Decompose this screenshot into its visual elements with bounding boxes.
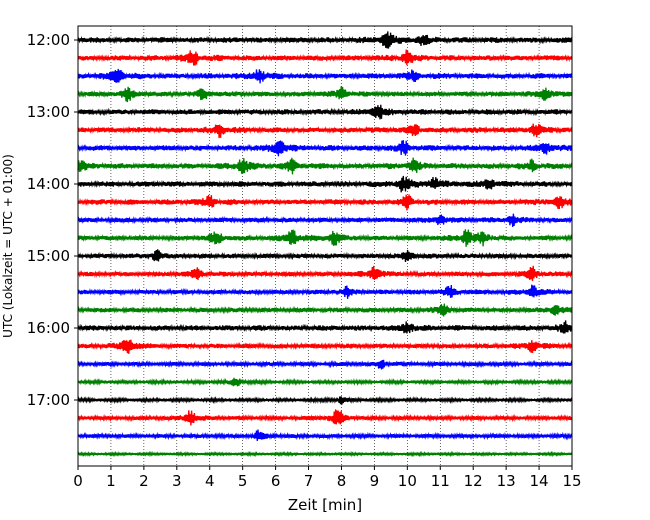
- x-tick-label: 5: [238, 472, 248, 490]
- x-tick-label: 2: [139, 472, 149, 490]
- y-tick-label: 17:00: [27, 391, 70, 409]
- y-tick-label: 15:00: [27, 247, 70, 265]
- seismic-traces: [77, 31, 573, 458]
- x-tick-label: 1: [106, 472, 116, 490]
- x-tick-label: 12: [464, 472, 483, 490]
- grid-lines: [110, 26, 540, 466]
- y-axis-label: UTC (Lokalzeit = UTC + 01:00): [1, 154, 15, 338]
- x-tick-label: 3: [172, 472, 182, 490]
- x-tick-label: 14: [530, 472, 549, 490]
- y-tick-label: 12:00: [27, 31, 70, 49]
- x-tick-label: 8: [337, 472, 347, 490]
- trace-1600: [77, 320, 573, 334]
- x-tick-label: 7: [304, 472, 314, 490]
- y-tick-label: 16:00: [27, 319, 70, 337]
- x-tick-label: 0: [73, 472, 83, 490]
- x-tick-label: 6: [271, 472, 281, 490]
- x-tick-label: 13: [497, 472, 516, 490]
- y-tick-label: 14:00: [27, 175, 70, 193]
- x-tick-label: 10: [398, 472, 417, 490]
- x-tick-label: 11: [431, 472, 450, 490]
- y-tick-label: 13:00: [27, 103, 70, 121]
- y-axis-ticks: 12:00 13:00 14:00 15:00 16:00 17:00: [27, 31, 78, 409]
- x-tick-label: 15: [562, 472, 581, 490]
- x-tick-label: 9: [370, 472, 380, 490]
- x-axis-label: Zeit [min]: [288, 496, 362, 514]
- plot-frame: [77, 25, 573, 467]
- x-tick-label: 4: [205, 472, 215, 490]
- x-axis-ticks: 0 1 2 3 4 5 6 7 8 9 10 11 12 13 14 15: [73, 466, 582, 490]
